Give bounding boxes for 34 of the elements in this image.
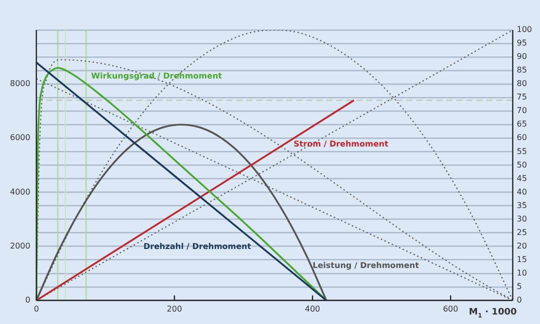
y2-tick-label: 45 bbox=[516, 174, 527, 183]
y2-tick-label: 55 bbox=[516, 146, 527, 156]
y-tick-label: 2000 bbox=[10, 241, 30, 250]
y2-tick-label: 0 bbox=[516, 295, 522, 304]
y2-tick-label: 80 bbox=[516, 79, 527, 88]
x-tick-label: 200 bbox=[166, 304, 182, 314]
y-tick-label: 6000 bbox=[10, 133, 30, 142]
y-tick-label: 4000 bbox=[10, 187, 30, 196]
y2-tick-label: 35 bbox=[516, 200, 527, 210]
y2-tick-label: 90 bbox=[516, 52, 527, 62]
x-tick-label: 400 bbox=[304, 304, 320, 314]
y2-tick-label: 10 bbox=[516, 268, 527, 278]
y2-tick-label: 15 bbox=[516, 254, 527, 264]
y2-tick-label: 65 bbox=[516, 120, 527, 129]
y2-tick-label: 75 bbox=[516, 92, 527, 102]
series-label: Strom / Drehmoment bbox=[294, 139, 388, 148]
y2-tick-label: 50 bbox=[516, 160, 527, 170]
series-label: Drehzahl / Drehmoment bbox=[144, 242, 252, 252]
y2-tick-label: 85 bbox=[516, 66, 527, 75]
y2-tick-label: 30 bbox=[516, 214, 527, 224]
y2-tick-label: 70 bbox=[516, 106, 527, 116]
x-tick-label: 600 bbox=[442, 304, 458, 314]
y2-tick-label: 60 bbox=[516, 133, 527, 142]
y2-tick-label: 100 bbox=[516, 25, 532, 34]
x-tick-label: 0 bbox=[34, 304, 39, 314]
y-tick-label: 0 bbox=[25, 295, 30, 304]
y2-tick-label: 5 bbox=[516, 282, 522, 291]
y-tick-label: 8000 bbox=[10, 79, 30, 88]
series-label: Leistung / Drehmoment bbox=[312, 260, 420, 270]
y2-tick-label: 20 bbox=[516, 241, 527, 250]
y2-tick-label: 25 bbox=[516, 228, 527, 237]
series-label: Wirkungsgrad / Drehmoment bbox=[91, 72, 222, 81]
y2-tick-label: 40 bbox=[516, 187, 527, 196]
y2-tick-label: 95 bbox=[516, 38, 527, 48]
